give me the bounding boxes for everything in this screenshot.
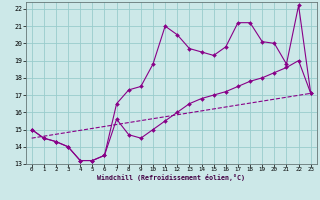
X-axis label: Windchill (Refroidissement éolien,°C): Windchill (Refroidissement éolien,°C) [97,174,245,181]
